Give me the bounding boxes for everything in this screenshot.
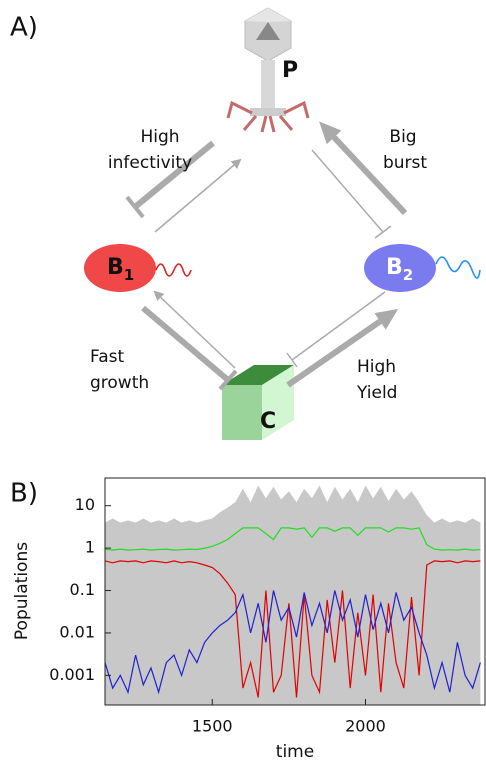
y-tick-label: 0.1 bbox=[70, 580, 95, 599]
y-tick-label: 10 bbox=[75, 495, 95, 514]
node-label: C bbox=[260, 409, 276, 434]
node-label: B2 bbox=[386, 255, 413, 284]
plot-frame bbox=[104, 477, 486, 706]
x-tick-label: 2000 bbox=[345, 717, 386, 736]
node-label-main: B bbox=[107, 255, 124, 280]
y-tick-label: 0.001 bbox=[49, 665, 95, 684]
line bbox=[105, 560, 481, 698]
node-label: B1 bbox=[107, 255, 134, 284]
phage bbox=[226, 7, 310, 133]
y-tick-label: 1 bbox=[85, 538, 95, 557]
edge-label: infectivity bbox=[108, 153, 192, 173]
x-axis-label: time bbox=[276, 742, 314, 762]
edge-label: Fast bbox=[90, 347, 124, 367]
node-label-main: B bbox=[386, 255, 403, 280]
panel-label: B) bbox=[10, 479, 38, 509]
y-axis-label: Populations bbox=[12, 542, 32, 640]
cube bbox=[222, 365, 294, 440]
edge-label: Yield bbox=[356, 383, 397, 403]
edge-label: High bbox=[140, 127, 179, 147]
edge-label: High bbox=[357, 357, 396, 377]
line bbox=[105, 527, 481, 551]
edge-label: Big bbox=[389, 127, 416, 147]
series-group bbox=[105, 485, 481, 705]
node-label-sub: 1 bbox=[124, 266, 134, 284]
area bbox=[105, 485, 481, 705]
edge-label: growth bbox=[90, 373, 149, 393]
edge-label: burst bbox=[383, 153, 427, 173]
node-label-sub: 2 bbox=[403, 266, 413, 284]
bacterium-2 bbox=[364, 244, 481, 292]
bacterium-1 bbox=[84, 244, 192, 292]
node-label: P bbox=[282, 58, 298, 83]
plot: 10 1 0.1 0.01 0.001 1500 2000 bbox=[49, 485, 481, 736]
panel-label: A) bbox=[10, 13, 38, 43]
x-tick-label: 1500 bbox=[192, 717, 233, 736]
y-tick-label: 0.01 bbox=[59, 622, 95, 641]
line bbox=[105, 590, 481, 695]
interactions bbox=[125, 121, 408, 391]
